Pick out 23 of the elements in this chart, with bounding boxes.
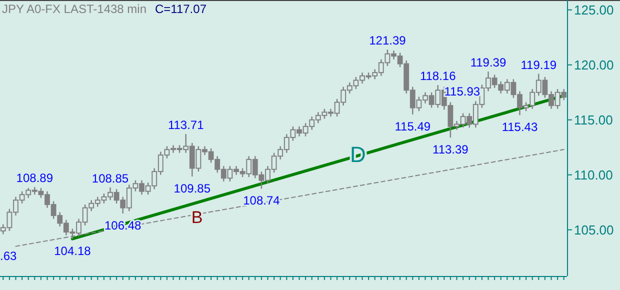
text: 113.71 — [168, 118, 204, 132]
chart-title: JPY A0-FX LAST-1438 min — [2, 2, 147, 16]
text: 119.39 — [470, 56, 506, 70]
y-tick-label: 115.00 — [574, 112, 613, 128]
chart-subtitle: C=117.07 — [155, 2, 207, 16]
text: 108.89 — [16, 171, 53, 186]
annotation: .63 — [0, 249, 18, 263]
annotation: B — [191, 208, 203, 227]
text: 109.85 — [174, 181, 210, 196]
y-tick-label: 125.00 — [574, 2, 614, 18]
text: 115.43 — [502, 120, 538, 134]
text: 115.49 — [394, 119, 431, 134]
text: 121.39 — [369, 34, 406, 48]
text: 113.39 — [432, 142, 468, 157]
text: 108.74 — [243, 194, 280, 208]
text: 119.19 — [520, 58, 557, 72]
y-tick-label: 110.00 — [574, 167, 613, 182]
text: 104.18 — [54, 244, 91, 258]
y-tick-label: 120.00 — [574, 57, 614, 72]
text: 115.93 — [444, 84, 480, 99]
text: 118.16 — [420, 69, 456, 84]
text: 108.85 — [92, 171, 129, 186]
y-tick-label: 105.00 — [574, 222, 614, 238]
